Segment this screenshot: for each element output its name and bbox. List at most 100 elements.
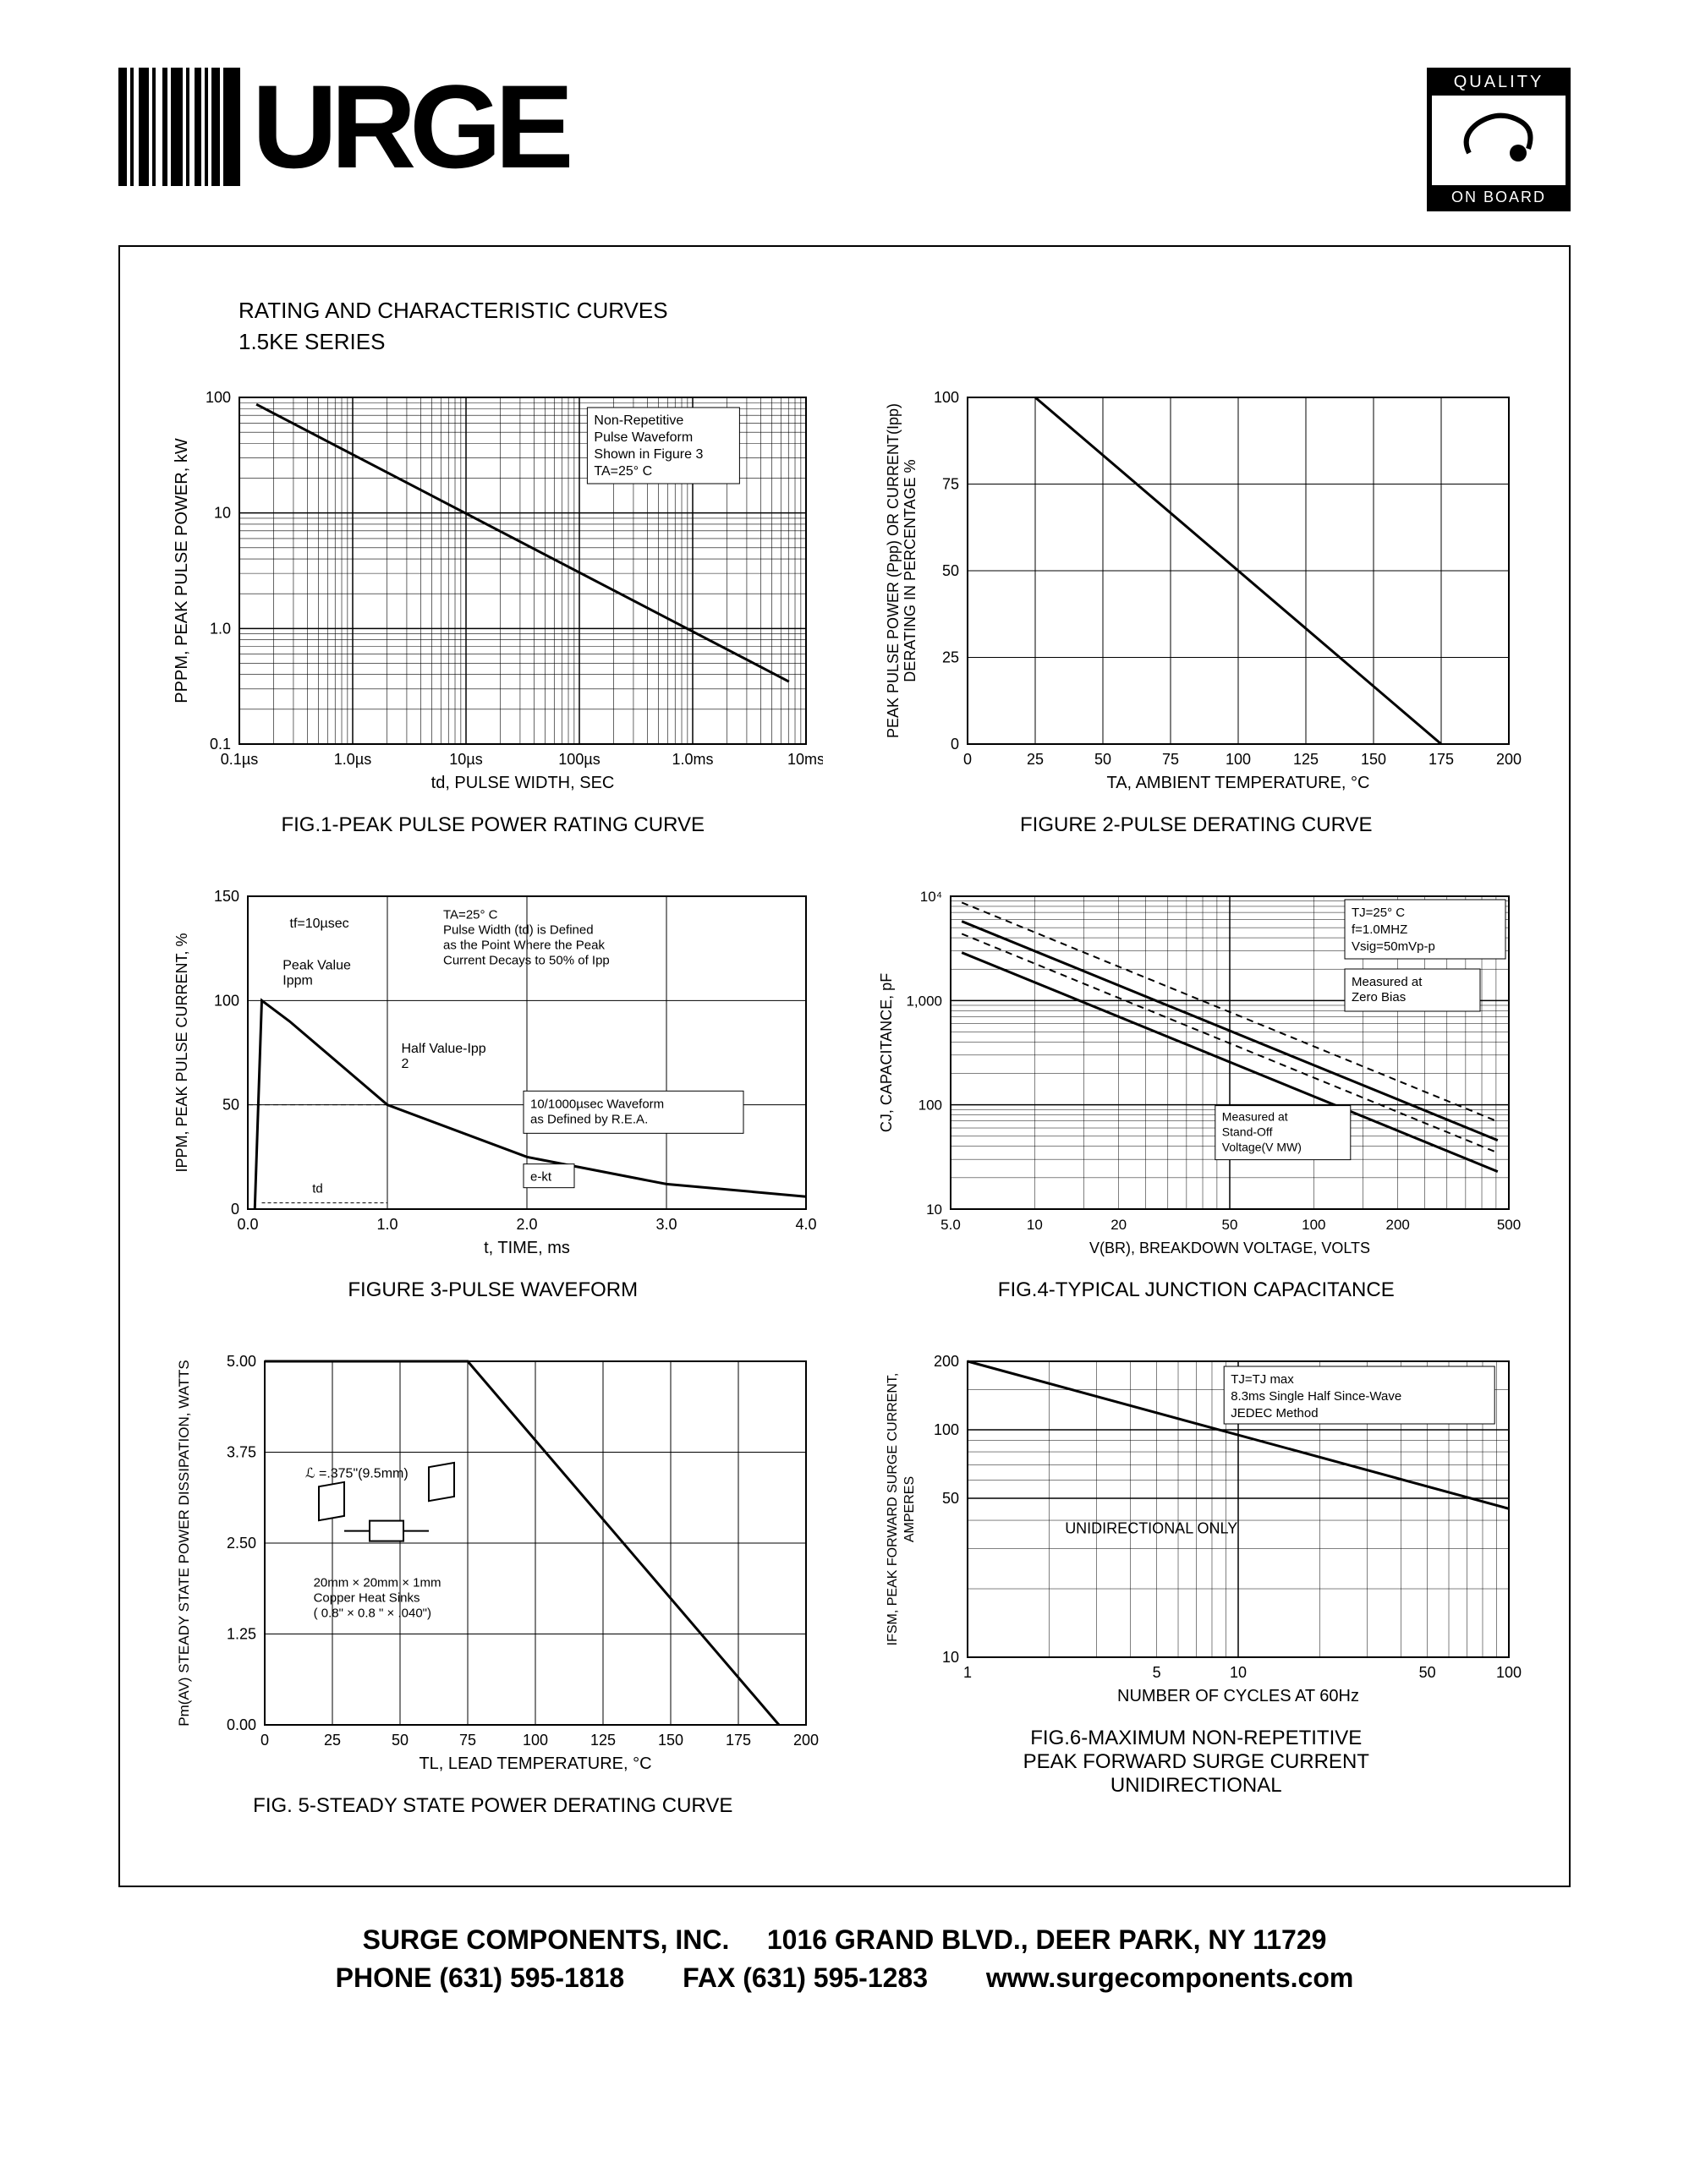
quality-badge: QUALITY ON BOARD (1427, 68, 1571, 211)
svg-text:100: 100 (934, 1421, 959, 1438)
svg-text:1: 1 (963, 1664, 972, 1681)
svg-text:25: 25 (942, 649, 959, 666)
figure-3: 0.01.02.03.04.0050100150t, TIME, msIPPM,… (154, 879, 832, 1302)
svg-text:75: 75 (942, 476, 959, 493)
figure-4-caption: FIG.4-TYPICAL JUNCTION CAPACITANCE (998, 1278, 1395, 1302)
footer-phone: PHONE (631) 595-1818 (336, 1962, 625, 1993)
svg-text:3.75: 3.75 (227, 1444, 256, 1461)
figure-2-chart: 02550751001251501752000255075100TA, AMBI… (866, 380, 1526, 803)
svg-text:10: 10 (1230, 1664, 1247, 1681)
svg-text:1.0µs: 1.0µs (334, 751, 371, 768)
svg-text:0: 0 (260, 1732, 269, 1749)
page: URGE QUALITY ON BOARD RATING AND CHARACT… (0, 0, 1689, 2031)
charts-grid: 0.1µs1.0µs10µs100µs1.0ms10ms0.11.010100t… (154, 380, 1535, 1818)
footer-line-2: PHONE (631) 595-1818 FAX (631) 595-1283 … (118, 1959, 1571, 1997)
svg-text:10: 10 (926, 1201, 942, 1218)
svg-text:Pulse Waveform: Pulse Waveform (594, 430, 693, 445)
svg-text:8.3ms Single Half Since-Wave: 8.3ms Single Half Since-Wave (1231, 1389, 1401, 1404)
svg-text:1.0: 1.0 (210, 620, 231, 637)
section-title: RATING AND CHARACTERISTIC CURVES (239, 298, 1535, 324)
svg-text:1.0ms: 1.0ms (672, 751, 713, 768)
figure-2-caption: FIGURE 2-PULSE DERATING CURVE (1020, 813, 1373, 837)
svg-text:100: 100 (1226, 751, 1251, 768)
svg-text:Pm(AV) STEADY STATE POWER DISS: Pm(AV) STEADY STATE POWER DISSIPATION, W… (176, 1360, 192, 1727)
svg-text:50: 50 (942, 1490, 959, 1507)
figure-6-caption: FIG.6-MAXIMUM NON-REPETITIVE PEAK FORWAR… (1023, 1727, 1369, 1798)
svg-text:td, PULSE WIDTH, SEC: td, PULSE WIDTH, SEC (430, 774, 614, 792)
svg-text:175: 175 (726, 1732, 751, 1749)
svg-text:100: 100 (1302, 1217, 1325, 1233)
svg-text:CJ, CAPACITANCE, pF: CJ, CAPACITANCE, pF (878, 973, 895, 1132)
svg-text:0: 0 (963, 751, 972, 768)
svg-text:100: 100 (934, 389, 959, 406)
svg-text:f=1.0MHZ: f=1.0MHZ (1352, 922, 1407, 937)
svg-text:Peak Value: Peak Value (282, 958, 351, 972)
footer-web: www.surgecomponents.com (986, 1962, 1353, 1993)
svg-text:25: 25 (324, 1732, 341, 1749)
figure-6: 1050100200151050100NUMBER OF CYCLES AT 6… (858, 1344, 1536, 1818)
figure-6-chart: 1050100200151050100NUMBER OF CYCLES AT 6… (866, 1344, 1526, 1716)
svg-text:75: 75 (459, 1732, 476, 1749)
svg-text:Pulse Width (td) is Defined: Pulse Width (td) is Defined (443, 922, 594, 937)
svg-text:200: 200 (1386, 1217, 1410, 1233)
svg-text:3.0: 3.0 (655, 1216, 677, 1233)
footer-address: 1016 GRAND BLVD., DEER PARK, NY 11729 (767, 1924, 1327, 1955)
svg-text:V(BR), BREAKDOWN VOLTAGE, VOLT: V(BR), BREAKDOWN VOLTAGE, VOLTS (1089, 1240, 1370, 1256)
svg-text:500: 500 (1497, 1217, 1521, 1233)
svg-text:Zero Bias: Zero Bias (1352, 990, 1406, 1004)
svg-text:Measured at: Measured at (1352, 975, 1423, 989)
svg-text:50: 50 (222, 1097, 239, 1114)
figure-5-caption: FIG. 5-STEADY STATE POWER DERATING CURVE (253, 1794, 732, 1818)
logo: URGE (118, 68, 567, 186)
svg-text:150: 150 (1361, 751, 1386, 768)
svg-text:JEDEC Method: JEDEC Method (1231, 1406, 1318, 1420)
svg-text:100: 100 (919, 1097, 942, 1114)
svg-text:e-kt: e-kt (530, 1170, 552, 1185)
svg-text:50: 50 (1222, 1217, 1238, 1233)
badge-top-text: QUALITY (1432, 73, 1566, 92)
footer-line-1: SURGE COMPONENTS, INC. 1016 GRAND BLVD.,… (118, 1921, 1571, 1959)
svg-text:100: 100 (206, 389, 231, 406)
svg-text:UNIDIRECTIONAL ONLY: UNIDIRECTIONAL ONLY (1065, 1520, 1237, 1537)
svg-text:5.0: 5.0 (940, 1217, 961, 1233)
svg-text:Vsig=50mVp-p: Vsig=50mVp-p (1352, 939, 1435, 954)
svg-text:Current Decays to 50% of Ipp: Current Decays to 50% of Ipp (443, 953, 610, 967)
svg-text:50: 50 (1094, 751, 1111, 768)
badge-graphic (1432, 96, 1566, 185)
svg-text:TJ=25° C: TJ=25° C (1352, 906, 1405, 920)
svg-text:0.1: 0.1 (210, 736, 231, 753)
svg-text:Shown in Figure 3: Shown in Figure 3 (594, 447, 703, 462)
svg-text:5: 5 (1153, 1664, 1161, 1681)
svg-text:TA=25° C: TA=25° C (443, 907, 498, 922)
svg-text:10µs: 10µs (449, 751, 482, 768)
svg-text:td: td (312, 1181, 323, 1196)
svg-text:Half Value-Ipp: Half Value-Ipp (401, 1042, 485, 1056)
svg-text:Non-Repetitive: Non-Repetitive (594, 413, 683, 428)
svg-text:175: 175 (1429, 751, 1454, 768)
svg-text:TA=25° C: TA=25° C (594, 464, 652, 479)
content-frame: RATING AND CHARACTERISTIC CURVES 1.5KE S… (118, 245, 1571, 1887)
svg-text:1,000: 1,000 (907, 993, 943, 1009)
svg-text:0.0: 0.0 (237, 1216, 258, 1233)
svg-text:2.50: 2.50 (227, 1535, 256, 1552)
svg-text:10⁴: 10⁴ (920, 889, 942, 905)
svg-text:( 0.8" × 0.8 " × .040"): ( 0.8" × 0.8 " × .040") (313, 1607, 430, 1621)
footer-company: SURGE COMPONENTS, INC. (363, 1924, 730, 1955)
svg-text:10: 10 (942, 1649, 959, 1666)
svg-text:100: 100 (214, 992, 239, 1009)
svg-text:DERATING IN PERCENTAGE %: DERATING IN PERCENTAGE % (902, 459, 919, 681)
svg-text:150: 150 (658, 1732, 683, 1749)
svg-text:Stand-Off: Stand-Off (1222, 1125, 1273, 1139)
svg-text:100µs: 100µs (558, 751, 600, 768)
barcode-icon (118, 68, 244, 186)
figure-1-chart: 0.1µs1.0µs10µs100µs1.0ms10ms0.11.010100t… (163, 380, 823, 803)
figure-3-caption: FIGURE 3-PULSE WAVEFORM (348, 1278, 638, 1302)
svg-text:PPPM, PEAK PULSE POWER, kW: PPPM, PEAK PULSE POWER, kW (173, 438, 191, 703)
svg-text:Measured at: Measured at (1222, 1110, 1288, 1124)
svg-text:tf=10µsec: tf=10µsec (289, 917, 348, 931)
svg-text:4.0: 4.0 (795, 1216, 816, 1233)
svg-text:TJ=TJ max: TJ=TJ max (1231, 1372, 1294, 1387)
footer-fax: FAX (631) 595-1283 (683, 1962, 928, 1993)
svg-text:NUMBER OF CYCLES AT 60Hz: NUMBER OF CYCLES AT 60Hz (1117, 1687, 1359, 1705)
figure-5-chart: 02550751001251501752000.001.252.503.755.… (163, 1344, 823, 1784)
